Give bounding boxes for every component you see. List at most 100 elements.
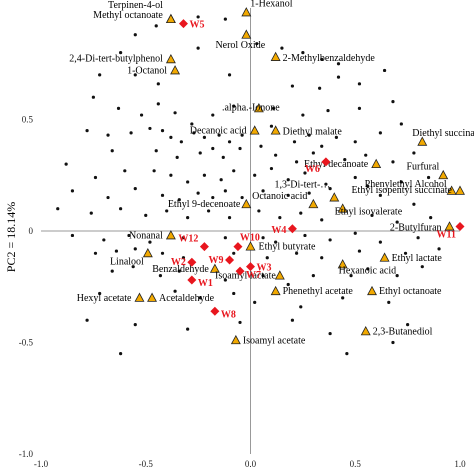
variable-dot	[133, 247, 137, 251]
sample-label: W6	[305, 164, 320, 175]
compound-marker	[337, 203, 348, 213]
variable-dot	[420, 265, 424, 269]
variable-dot	[177, 198, 181, 202]
variable-dot	[395, 274, 399, 278]
variable-dot	[307, 133, 311, 137]
variable-dot	[211, 146, 215, 151]
variable-dot	[238, 320, 242, 325]
variable-dot	[110, 269, 114, 273]
compound-label: 1-Hexanol	[250, 0, 292, 9]
variable-dot	[328, 238, 332, 242]
variable-dot	[343, 158, 347, 162]
variable-dot	[223, 278, 227, 282]
variable-dot	[119, 51, 123, 55]
y-tick-label: -1.0	[19, 449, 34, 459]
compound-marker	[170, 65, 181, 75]
variable-dot	[307, 191, 311, 195]
variable-dot	[133, 73, 137, 77]
sample-label: W7	[246, 270, 261, 281]
sample-label: W3	[257, 263, 272, 274]
variable-dot	[366, 184, 370, 188]
variable-dot	[156, 82, 160, 86]
variable-dot	[179, 140, 183, 144]
variable-dot	[114, 249, 119, 253]
compound-label: Acetaldehyde	[159, 293, 215, 304]
variable-dot	[334, 135, 338, 139]
variable-dot	[56, 207, 60, 211]
compound-marker	[165, 53, 176, 64]
compound-label: 2,4-Di-tert-butylphenol	[69, 53, 163, 64]
variable-dot	[196, 15, 200, 19]
sample-marker	[199, 242, 209, 252]
variable-dot	[144, 213, 148, 217]
variable-dot	[175, 155, 179, 160]
variable-dot	[173, 289, 177, 293]
variable-dot	[292, 140, 297, 144]
variable-dot	[240, 133, 244, 137]
variable-dot	[416, 236, 420, 240]
variable-dot	[192, 131, 196, 135]
variable-dot	[326, 108, 330, 113]
compound-marker	[165, 13, 176, 24]
variable-dot	[301, 113, 305, 117]
variable-dot	[412, 151, 416, 155]
variable-dot	[437, 247, 441, 251]
compound-marker	[253, 103, 264, 113]
compound-marker	[241, 7, 252, 17]
compound-marker	[209, 263, 220, 273]
compound-marker	[438, 169, 449, 180]
variable-dot	[406, 323, 410, 327]
variable-dot	[353, 140, 357, 144]
variable-dot	[370, 213, 374, 217]
variable-dot	[261, 189, 265, 193]
variable-dot	[85, 129, 89, 133]
variable-dot	[261, 236, 265, 240]
variable-dot	[255, 42, 259, 46]
variable-dot	[169, 173, 173, 177]
variable-dot	[223, 236, 227, 240]
variable-dot	[160, 251, 165, 255]
variable-dot	[219, 178, 223, 182]
compound-marker	[270, 285, 281, 296]
variable-dot	[269, 124, 274, 128]
y-tick-label: 0	[29, 226, 34, 236]
variable-dot	[119, 207, 123, 211]
compound-label: Ethyl isovalerate	[335, 207, 403, 218]
variable-dot	[353, 175, 357, 180]
variable-dot	[152, 169, 156, 173]
compound-label: Nerol Oxide	[215, 40, 265, 51]
compound-label: Isoamyl lactate	[215, 271, 276, 282]
variable-dot	[274, 153, 278, 157]
variable-dot	[399, 122, 403, 126]
variable-dot	[286, 178, 290, 182]
variable-dot	[303, 171, 307, 175]
variable-dot	[403, 251, 408, 255]
variable-dot	[93, 175, 98, 180]
compound-label: Decanoic acid	[190, 126, 247, 137]
sample-marker	[187, 275, 197, 285]
variable-dot	[320, 256, 324, 260]
variable-dot	[299, 305, 303, 309]
variable-dot	[139, 113, 144, 117]
variable-dot	[320, 57, 324, 61]
compound-label: 1,3-Di-tert-…	[274, 180, 330, 191]
compound-marker	[444, 221, 455, 231]
x-tick-label: -1.0	[34, 459, 49, 469]
variable-dot	[223, 189, 227, 193]
compound-label: Linalool	[110, 256, 144, 267]
variable-dot	[299, 211, 303, 215]
variable-dot	[196, 46, 200, 50]
compound-label: Ethyl lactate	[392, 253, 443, 264]
variable-dot	[202, 135, 207, 139]
sample-marker	[225, 255, 235, 265]
sample-marker	[235, 266, 245, 276]
variable-dot	[227, 73, 232, 77]
variable-dot	[148, 126, 152, 131]
compound-label: Ethyl isopentyl succinate	[351, 185, 452, 196]
variable-dot	[387, 300, 391, 304]
compound-marker	[371, 158, 382, 169]
variable-dot	[98, 291, 102, 296]
x-tick-label: 0.0	[245, 459, 257, 469]
variable-dot	[253, 300, 257, 304]
